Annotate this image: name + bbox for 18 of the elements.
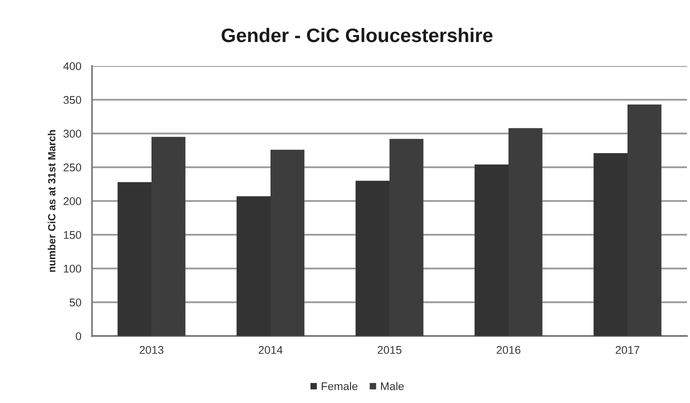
x-tick-label: 2015 [378,346,402,354]
y-tick-label: 50 [70,298,82,306]
y-tick-label: 150 [64,231,82,239]
legend-label: Male [381,382,404,390]
x-tick-label: 2014 [258,346,283,354]
chart-title: Gender - CiC Gloucestershire [222,28,492,42]
x-tick-label: 2013 [140,346,164,354]
y-axis-title: number CiC as at 31st March [48,130,56,272]
y-tick-label: 350 [63,96,82,104]
x-tick-label: 2017 [616,346,640,354]
y-tick-label: 0 [76,332,82,340]
y-tick-label: 200 [64,197,82,206]
y-tick-label: 100 [64,264,82,273]
x-tick-label: 2016 [496,346,520,354]
y-tick-label: 400 [63,62,82,70]
y-tick-label: 250 [64,164,82,172]
y-tick-label: 300 [63,130,82,138]
legend-label: Female [322,382,358,390]
